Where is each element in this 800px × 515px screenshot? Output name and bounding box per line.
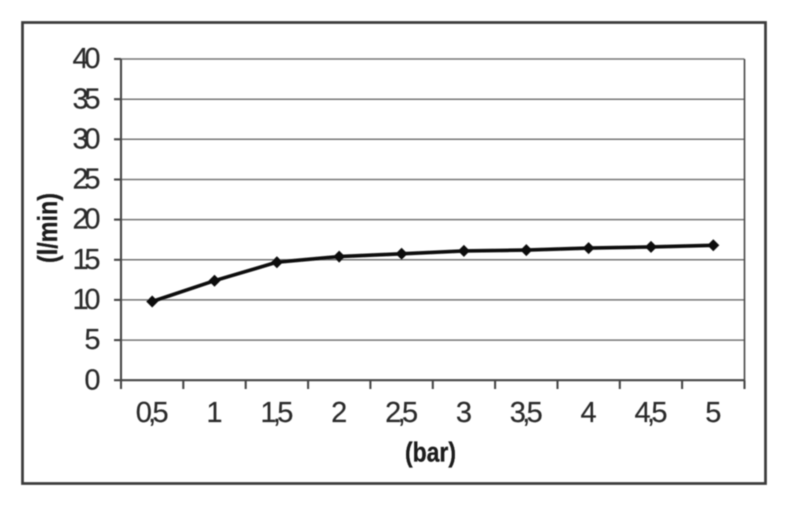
svg-text:5: 5	[705, 397, 721, 429]
svg-text:30: 30	[73, 123, 101, 155]
svg-text:4: 4	[581, 397, 597, 429]
svg-text:25: 25	[73, 164, 101, 196]
svg-text:0: 0	[84, 364, 100, 396]
svg-text:20: 20	[73, 204, 101, 236]
svg-text:1: 1	[206, 397, 222, 429]
svg-text:0,5: 0,5	[136, 397, 169, 429]
svg-text:10: 10	[73, 284, 101, 316]
svg-text:3,5: 3,5	[510, 397, 543, 429]
svg-text:3: 3	[456, 397, 472, 429]
svg-text:4,5: 4,5	[635, 397, 668, 429]
svg-text:5: 5	[84, 324, 100, 356]
svg-text:1,5: 1,5	[260, 397, 293, 429]
svg-text:2: 2	[331, 397, 347, 429]
svg-text:(bar): (bar)	[405, 437, 456, 468]
svg-text:2,5: 2,5	[385, 397, 418, 429]
svg-text:35: 35	[73, 83, 101, 115]
svg-text:15: 15	[73, 244, 101, 276]
svg-text:(l/min): (l/min)	[32, 193, 63, 263]
svg-text:40: 40	[73, 43, 101, 75]
